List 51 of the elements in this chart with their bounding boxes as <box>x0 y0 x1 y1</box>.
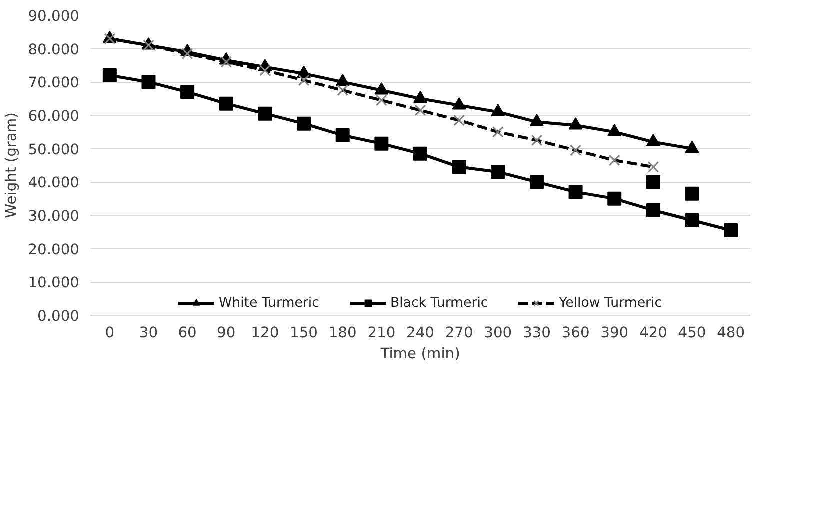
x-tick-label: 90 <box>217 324 236 342</box>
point <box>530 175 544 190</box>
x-tick-label: 240 <box>406 324 434 342</box>
x-tick-label: 480 <box>717 324 746 342</box>
legend-label: Yellow Turmeric <box>559 295 662 311</box>
point <box>414 146 428 161</box>
y-tick-label: 0.000 <box>38 308 80 325</box>
x-tick-label: 270 <box>445 324 474 342</box>
y-tick-label: 50.000 <box>28 141 80 158</box>
y-tick-label: 60.000 <box>28 108 80 125</box>
y-tick-label: 40.000 <box>28 174 80 192</box>
y-tick-label: 90.000 <box>28 8 80 25</box>
x-tick-label: 450 <box>678 324 706 342</box>
y-tick-label: 80.000 <box>28 41 80 58</box>
x-tick-label: 330 <box>522 324 551 342</box>
x-tick-label: 390 <box>600 324 629 342</box>
x-tick-label: 180 <box>328 324 357 342</box>
point <box>374 136 389 151</box>
x-tick-label: 420 <box>639 324 668 342</box>
x-tick-label: 150 <box>290 324 318 342</box>
point <box>336 128 350 142</box>
x-tick-label: 0 <box>105 324 115 342</box>
y-tick-label: 70.000 <box>28 74 80 92</box>
point <box>608 192 622 206</box>
x-tick-label: 60 <box>178 324 197 342</box>
point <box>102 68 117 82</box>
point <box>491 165 506 180</box>
point <box>685 186 700 201</box>
y-tick-label: 20.000 <box>28 241 80 258</box>
y-axis-title: Weight (gram) <box>3 112 20 218</box>
legend-label: Black Turmeric <box>390 295 488 311</box>
point <box>452 160 466 174</box>
point <box>180 85 195 100</box>
y-tick-label: 30.000 <box>28 208 80 225</box>
point <box>724 224 738 238</box>
point <box>219 96 234 111</box>
x-tick-label: 360 <box>562 324 590 342</box>
x-tick-label: 30 <box>139 324 158 342</box>
x-tick-label: 210 <box>368 324 396 342</box>
point <box>646 175 660 190</box>
point <box>297 116 312 131</box>
x-tick-label: 300 <box>484 324 512 342</box>
x-tick-label: 120 <box>251 324 280 342</box>
point <box>258 106 272 121</box>
y-tick-label: 10.000 <box>28 274 80 292</box>
point <box>142 75 156 90</box>
x-axis-title: Time (min) <box>380 346 460 362</box>
point <box>685 214 700 228</box>
point <box>646 204 660 218</box>
legend-label: White Turmeric <box>218 295 320 311</box>
point <box>568 185 583 200</box>
